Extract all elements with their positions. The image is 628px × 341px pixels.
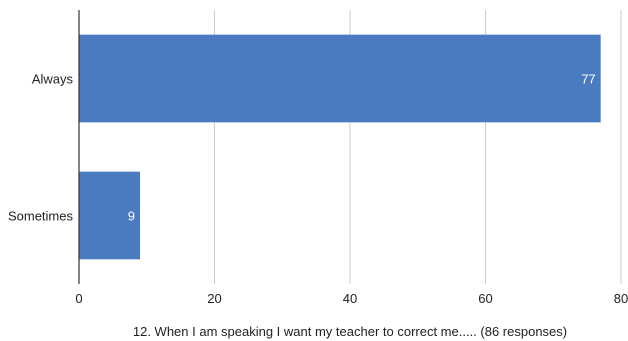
bar-always <box>79 34 601 123</box>
x-tick-label: 20 <box>207 291 221 306</box>
bar-sometimes <box>79 171 140 260</box>
category-label: Sometimes <box>8 209 74 224</box>
x-tick-label: 80 <box>614 291 628 306</box>
data-labels: 77 9 <box>128 72 596 224</box>
x-tick-label: 40 <box>343 291 357 306</box>
category-label: Always <box>32 72 74 87</box>
x-axis-title: 12. When I am speaking I want my teacher… <box>133 324 567 339</box>
category-labels: Always Sometimes <box>8 72 74 224</box>
bars <box>79 34 601 260</box>
x-tick-label: 60 <box>478 291 492 306</box>
data-label: 9 <box>128 209 135 224</box>
x-axis-ticks: 0 20 40 60 80 <box>75 291 628 306</box>
x-tick-label: 0 <box>75 291 82 306</box>
data-label: 77 <box>581 72 595 87</box>
